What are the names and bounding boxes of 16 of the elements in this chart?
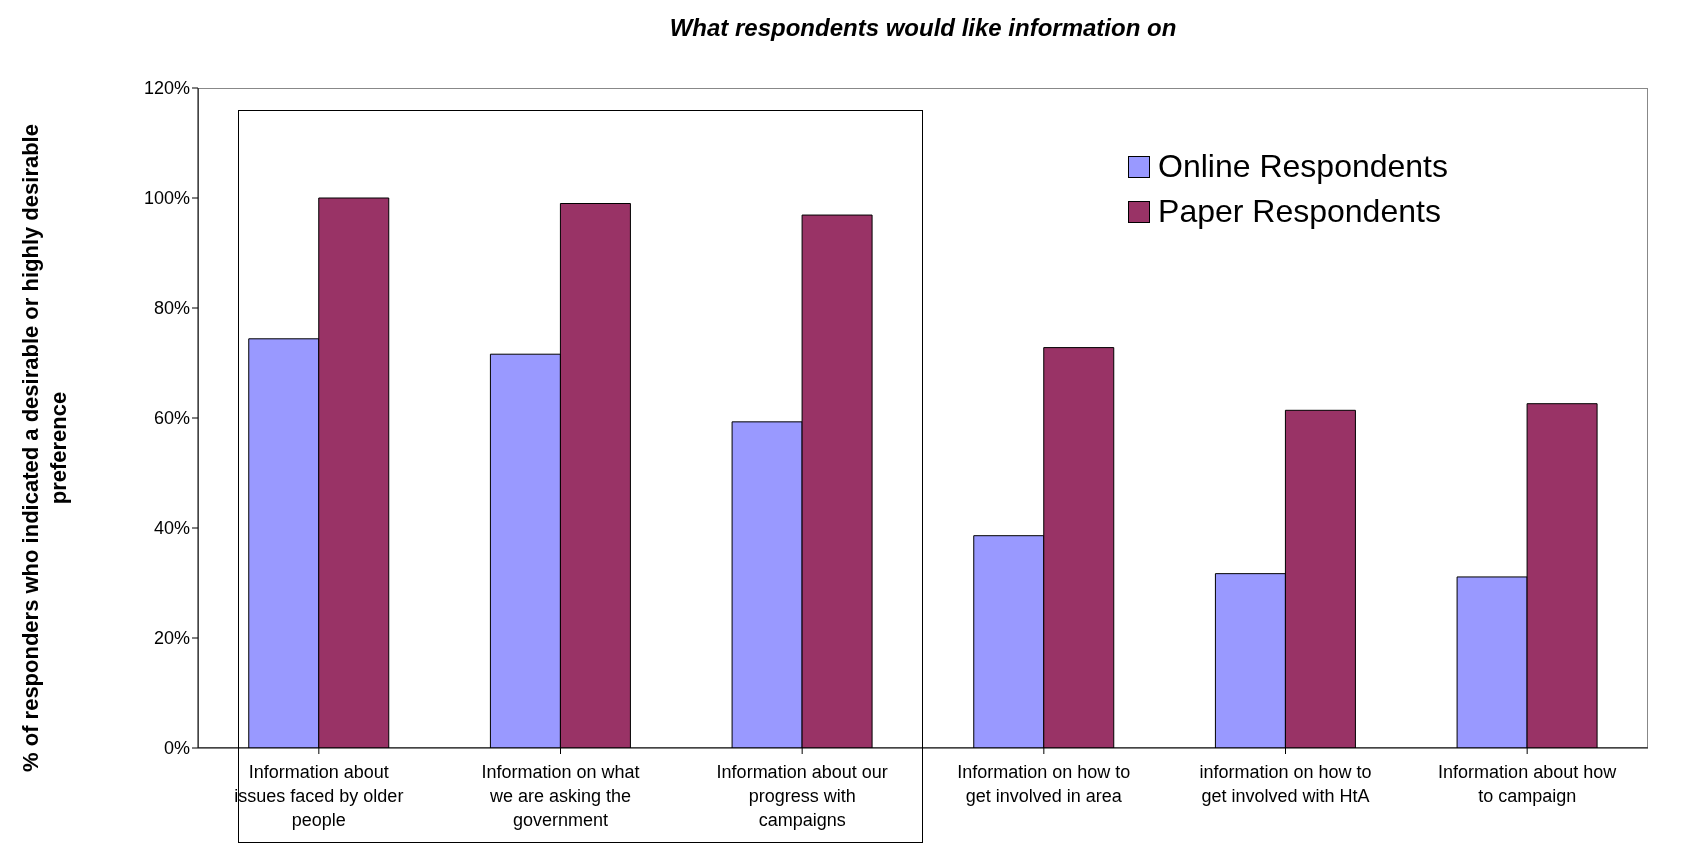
x-tick-label: Information on what we are asking the government [481, 762, 640, 830]
x-tick-label: Information about how to campaign [1438, 762, 1618, 806]
y-tick-label: 120% [143, 78, 190, 99]
y-tick-label: 40% [153, 518, 190, 539]
y-tick-label: 80% [153, 298, 190, 319]
legend-label: Online Respondents [1158, 148, 1448, 185]
chart-title: What respondents would like information on [668, 14, 1178, 42]
x-tick-label: Information about our progress with campaigns [716, 762, 888, 830]
y-tick-label: 60% [153, 408, 190, 429]
y-axis-title: % of responders who indicated a desirable or highly desirable preference [18, 124, 71, 772]
y-tick-label: 100% [143, 188, 190, 209]
y-tick-label: 20% [153, 628, 190, 649]
x-tick-label: information on how to get involved with HtA [1199, 762, 1372, 806]
legend-label: Paper Respondents [1158, 193, 1441, 230]
x-tick-label: Information on how to get involved in area [957, 762, 1131, 806]
y-tick-label: 0% [163, 738, 190, 759]
